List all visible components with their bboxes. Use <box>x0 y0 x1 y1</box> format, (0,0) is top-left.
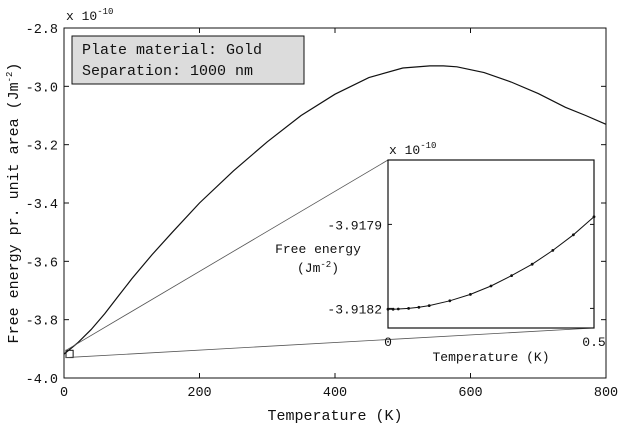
inset-y-axis-label-line1: Free energy <box>275 242 361 257</box>
inset-data-point <box>530 262 534 266</box>
inset-y-tick-label: -3.9182 <box>327 302 382 317</box>
inset-y-axis-label-line2: (Jm-2) <box>297 260 339 276</box>
inset-data-point <box>592 215 596 219</box>
inset-y-tick-label: -3.9179 <box>327 218 382 233</box>
main-series-line <box>63 65 607 355</box>
inset-x-tick-label: 0 <box>384 335 392 350</box>
main-y-tick-label: -4.0 <box>26 373 58 388</box>
inset-x-ticks: 0 0.5 <box>384 324 606 350</box>
main-y-tick-label: -2.8 <box>26 23 58 38</box>
inset-y-ticks: -3.9182 -3.9179 <box>327 218 594 317</box>
inset-data-point <box>391 307 395 311</box>
main-y-ticks: -4.0 -3.8 -3.6 -3.4 -3.2 -3.0 -2.8 <box>26 23 606 388</box>
legend-entry-material: Plate material: Gold <box>82 42 262 59</box>
inset-data-point <box>489 284 493 288</box>
inset-data-point <box>386 307 390 311</box>
inset-markers <box>386 215 596 311</box>
zoom-connector-bottom <box>65 327 595 358</box>
main-x-tick-label: 400 <box>323 386 347 401</box>
legend-box <box>71 35 305 85</box>
inset-data-point <box>396 307 400 311</box>
main-y-tick-label: -3.4 <box>26 198 58 213</box>
inset-data-point <box>469 293 472 296</box>
main-y-multiplier: x 10-10 <box>66 7 113 24</box>
inset-x-tick-label: 0.5 <box>582 335 605 350</box>
inset-data-point <box>510 274 513 277</box>
main-y-tick-label: -3.0 <box>26 81 58 96</box>
main-y-tick-label: -3.6 <box>26 256 58 271</box>
main-y-tick-label: -3.2 <box>26 140 58 155</box>
inset-data-point <box>551 249 555 252</box>
inset-x-axis-label: Temperature (K) <box>432 350 549 365</box>
inset-data-point <box>572 233 575 237</box>
main-x-axis-label: Temperature (K) <box>267 408 402 425</box>
inset-series-line <box>388 216 595 310</box>
inset-data-point <box>427 304 431 307</box>
main-x-tick-label: 0 <box>60 386 68 401</box>
inset-data-point <box>417 305 421 309</box>
legend-entry-separation: Separation: 1000 nm <box>82 63 253 80</box>
main-x-tick-label: 200 <box>187 386 211 401</box>
main-x-tick-label: 600 <box>458 386 482 401</box>
zoom-connector-top <box>65 159 389 351</box>
inset-plot-frame <box>387 159 595 329</box>
inset-y-multiplier: x 10-10 <box>389 141 436 158</box>
main-x-ticks: 0 200 400 600 800 <box>60 28 618 401</box>
main-y-tick-label: -3.8 <box>26 315 58 330</box>
inset-data-point <box>407 307 410 310</box>
main-x-tick-label: 800 <box>594 386 618 401</box>
main-y-axis-label: Free energy pr. unit area (Jm-2) <box>5 63 23 344</box>
inset-data-point <box>448 299 452 303</box>
